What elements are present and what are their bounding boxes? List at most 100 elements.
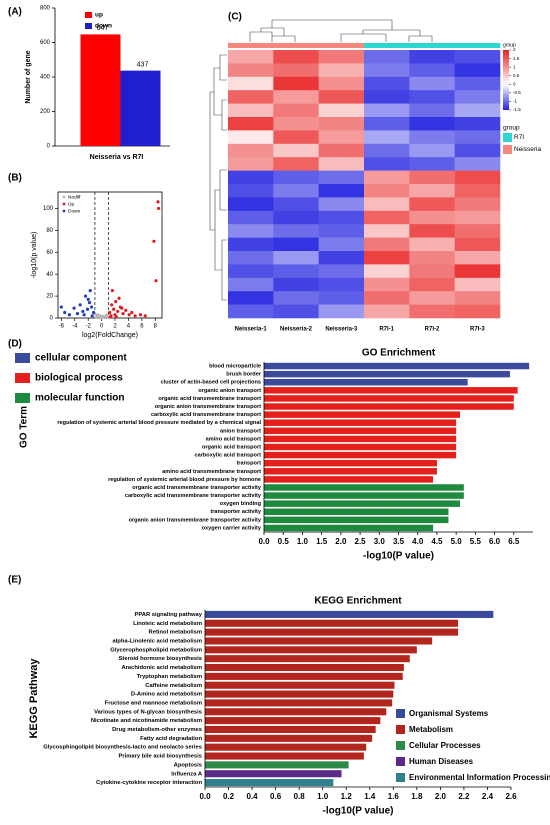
y-tick-label: carboxylic acid transport — [194, 453, 261, 459]
bar — [264, 379, 468, 386]
legend-label: up — [95, 12, 103, 19]
x-tick-label: 3.0 — [374, 537, 386, 546]
heat-cell — [409, 224, 455, 238]
colorbar-tick-label: 1.5 — [513, 56, 520, 61]
y-tick-label: Steroid hormone biosynthesis — [119, 656, 202, 662]
bar — [205, 761, 349, 769]
heat-cell — [364, 170, 410, 185]
heat-cell — [364, 130, 410, 145]
x-tick-label: 2.0 — [335, 537, 347, 546]
point — [156, 200, 160, 204]
y-tick-label: carboxylic acid transmembrane transport — [151, 412, 261, 418]
row-dendrogram — [209, 54, 227, 301]
point — [114, 315, 118, 319]
heat-cell — [228, 184, 274, 198]
group-bar — [273, 43, 319, 48]
heat-cell — [273, 264, 319, 279]
heat-cell — [273, 130, 319, 145]
chart-title: KEGG Enrichment — [314, 596, 402, 607]
y-tick-label: D-Amino acid metabolism — [131, 692, 202, 698]
bar — [205, 610, 494, 618]
group-bar — [318, 43, 365, 48]
legend-swatch — [15, 373, 30, 383]
heat-cell — [364, 76, 410, 91]
heat-cell — [454, 304, 501, 319]
legend-label: biological process — [35, 373, 123, 384]
x-tick-label: -2 — [86, 324, 92, 330]
legend-swatch — [503, 145, 512, 154]
bar — [205, 646, 417, 654]
legend-label: Environmental Information Processing — [409, 773, 550, 782]
group-bar — [364, 43, 410, 48]
heat-cell — [454, 291, 501, 305]
heat-cell — [409, 76, 455, 91]
y-tick-label: Arachidonic acid metabolism — [121, 665, 202, 671]
heat-cell — [228, 157, 274, 171]
colorbar-title: group — [503, 42, 516, 48]
heat-cell — [273, 251, 319, 265]
heat-cell — [409, 237, 455, 252]
heat-cell — [318, 277, 365, 292]
point — [110, 303, 114, 307]
y-tick-label: Tryptophan metabolism — [137, 674, 202, 680]
heat-cell — [228, 224, 274, 238]
panel-label: (B) — [8, 173, 22, 184]
heat-cell — [409, 157, 455, 171]
chart-title: GO Enrichment — [362, 348, 436, 359]
bar — [120, 70, 161, 146]
data-label: 437 — [137, 61, 149, 68]
colorbar-tick-label: 1 — [513, 64, 516, 69]
y-tick-label: oxygen carrier activity — [202, 525, 262, 531]
heat-cell — [273, 90, 319, 104]
heat-cell — [364, 264, 410, 279]
heat-cell — [454, 76, 501, 91]
heat-cell — [318, 50, 365, 64]
heat-cell — [273, 170, 319, 185]
heat-cell — [454, 103, 501, 118]
y-tick-label: Apoptosis — [174, 762, 202, 768]
legend-label: molecular function — [35, 393, 124, 404]
bar — [205, 655, 410, 663]
x-tick-label: 4.5 — [431, 537, 443, 546]
point — [78, 303, 82, 307]
point — [90, 314, 94, 318]
heat-cell — [318, 291, 365, 305]
x-tick-label: Neisseria vs R7I — [90, 154, 144, 161]
bar — [205, 628, 459, 636]
heat-cell — [409, 50, 455, 64]
heat-cell — [409, 103, 455, 118]
heat-cell — [454, 50, 501, 64]
x-tick-label: 0.6 — [270, 792, 282, 801]
point — [110, 289, 114, 293]
x-tick-label: 0 — [100, 324, 104, 330]
y-tick-label: organic anion transmembrane transporter … — [129, 517, 262, 523]
heat-cell — [228, 130, 274, 145]
heat-cell — [454, 224, 501, 238]
heat-cell — [318, 63, 365, 78]
heat-cell — [364, 277, 410, 292]
point — [112, 307, 116, 311]
x-tick-label: 1.0 — [317, 792, 329, 801]
y-tick-label: Influenza A — [171, 771, 203, 777]
x-tick-label: 5.0 — [451, 537, 463, 546]
x-tick-label: 2.2 — [458, 792, 470, 801]
heat-cell — [273, 224, 319, 238]
heat-cell — [318, 210, 365, 225]
point — [82, 313, 86, 317]
colorbar-tick-label: -0.5 — [513, 90, 521, 95]
point — [89, 305, 94, 309]
bar — [264, 476, 434, 483]
heat-cell — [273, 143, 319, 158]
y-tick-label: Linoleic acid metabolism — [133, 621, 202, 627]
y-tick-label: Glycosphingolipid biosynthesis-lacto and… — [43, 745, 202, 751]
colorbar — [503, 50, 509, 110]
x-tick-label: 4.0 — [412, 537, 424, 546]
x-axis-label: -log10(P value) — [363, 551, 434, 562]
heat-cell — [454, 157, 501, 171]
bar — [205, 690, 394, 698]
bar — [205, 752, 364, 760]
y-tick-label: Primary bile acid biosynthesis — [119, 754, 202, 760]
y-tick-label: organic anion transmembrane transport — [155, 404, 261, 410]
y-tick-label: 200 — [40, 109, 51, 115]
heat-cell — [318, 304, 365, 319]
